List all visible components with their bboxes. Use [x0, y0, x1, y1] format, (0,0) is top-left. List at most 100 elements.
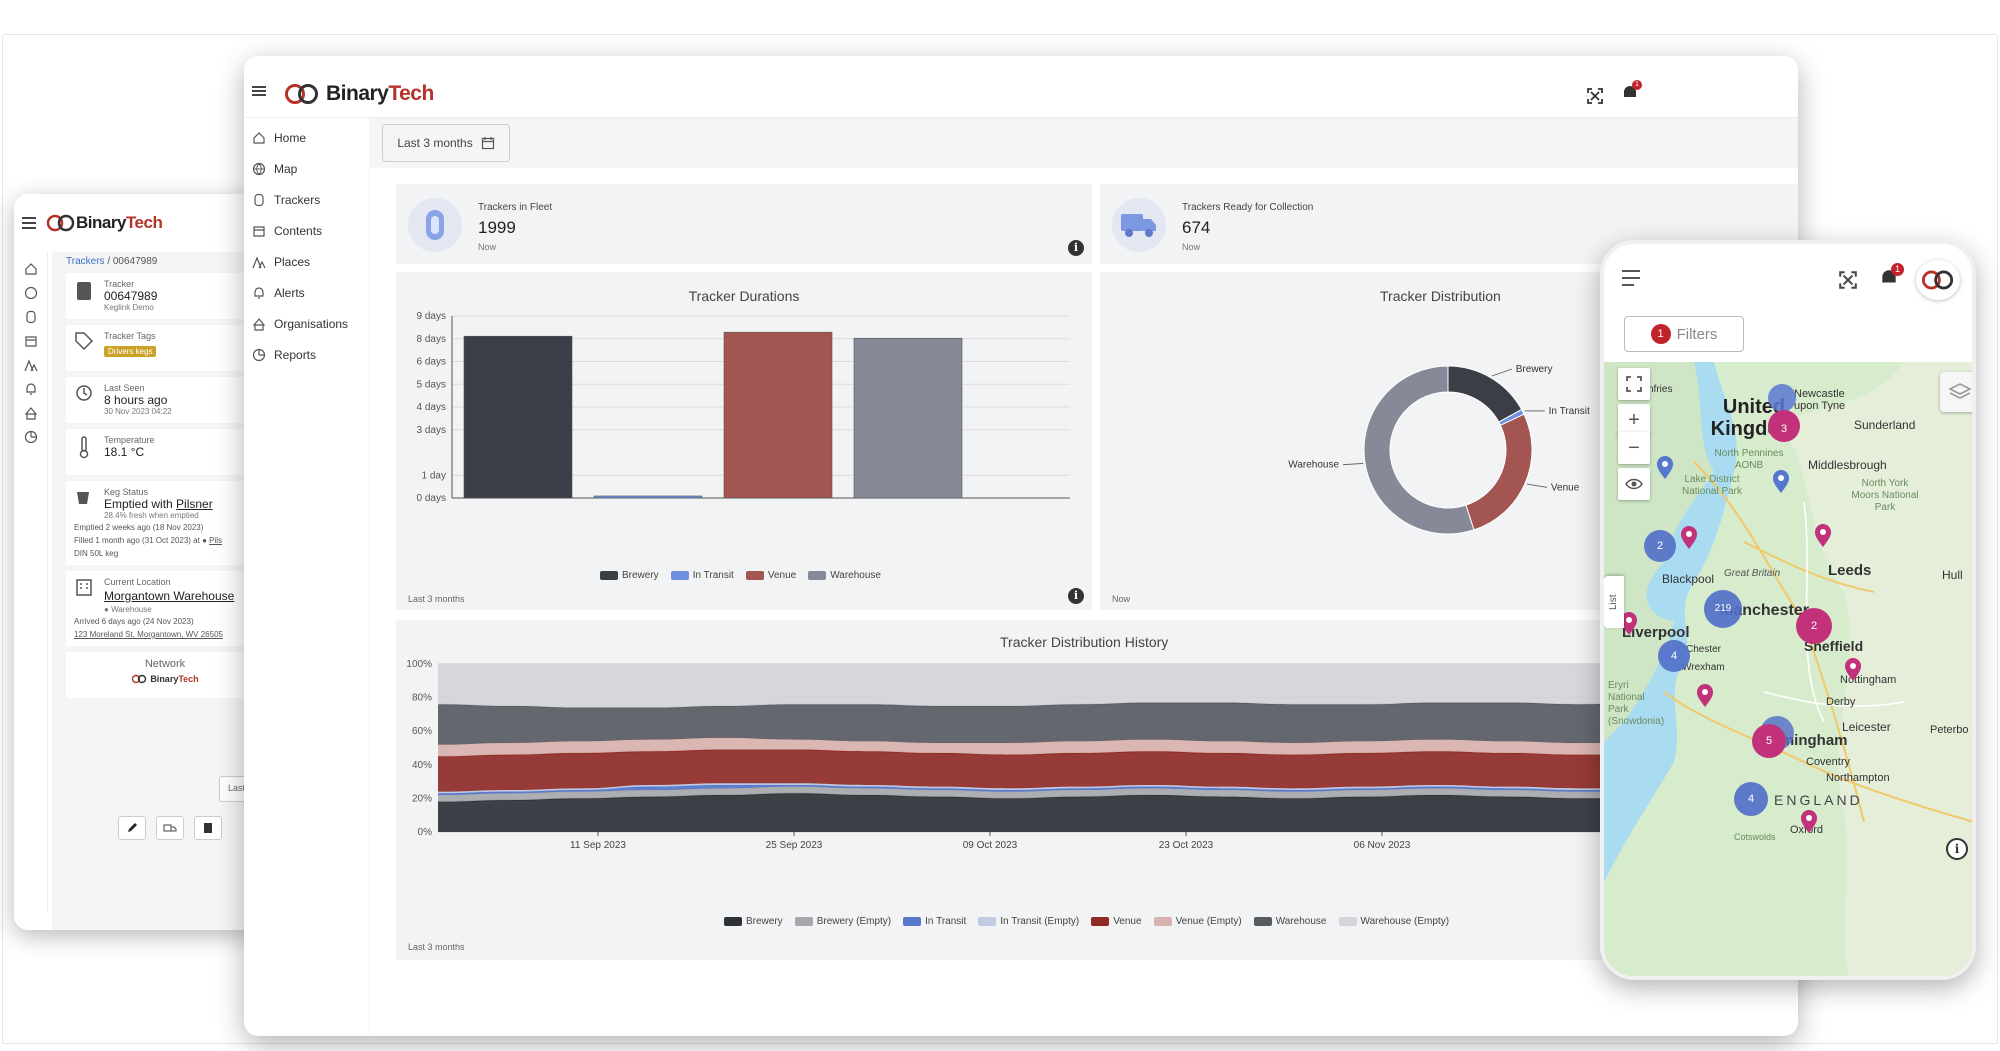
scan-icon[interactable] [1838, 270, 1858, 290]
legend-item[interactable]: Venue [745, 570, 796, 581]
slice-label: Brewery [1516, 364, 1553, 375]
map-pin-icon[interactable] [1620, 612, 1638, 636]
legend-label: In Transit (Empty) [1000, 916, 1080, 927]
map-pin-icon[interactable] [1814, 524, 1832, 548]
legend-item[interactable]: Venue (Empty) [1153, 916, 1242, 927]
slice-label: Venue [1551, 482, 1580, 493]
legend-item[interactable]: In Transit (Empty) [978, 916, 1079, 927]
notifications[interactable]: 1 [1880, 263, 1904, 293]
legend-item[interactable]: Brewery (Empty) [794, 916, 891, 927]
map-pin-icon[interactable] [1844, 658, 1862, 682]
info-icon[interactable]: i [1068, 588, 1084, 604]
alerts-icon[interactable] [24, 382, 38, 396]
brand-logo-icon [1921, 270, 1954, 290]
nav-organisations[interactable]: Organisations [244, 308, 369, 339]
map-cluster[interactable] [1768, 384, 1796, 412]
brand-logo-button[interactable] [1916, 260, 1960, 300]
nav-alerts[interactable]: Alerts [244, 277, 369, 308]
notifications[interactable]: 1 [1622, 80, 1642, 107]
legend-item[interactable]: Brewery [724, 916, 783, 927]
map-label: Wrexham [1682, 662, 1725, 673]
edit-button[interactable] [118, 816, 146, 840]
map-cluster[interactable]: 5 [1752, 724, 1786, 758]
map-label: Eryri National Park (Snowdonia) [1608, 680, 1665, 727]
map-pin-icon[interactable] [1656, 456, 1674, 480]
map-cluster[interactable]: 2 [1644, 530, 1676, 562]
fullscreen-icon [1626, 376, 1642, 392]
contents-icon [253, 225, 265, 237]
home-icon[interactable] [24, 262, 38, 276]
nav-home[interactable]: Home [244, 122, 369, 153]
tracker-tag[interactable]: Drivers kegs [104, 346, 157, 357]
tags-card: Tracker Tags Drivers kegs [66, 325, 264, 371]
contents-icon[interactable] [24, 334, 38, 348]
nav-contents[interactable]: Contents [244, 215, 369, 246]
map-cluster[interactable]: 3 [1768, 410, 1800, 442]
brand-logo-icon [285, 84, 318, 104]
legend-swatch [600, 571, 618, 580]
map-pin-icon[interactable] [1772, 470, 1790, 494]
map-cluster[interactable]: 4 [1658, 640, 1690, 672]
map-cluster[interactable]: 4 [1734, 782, 1768, 816]
sidebar: Home Map Trackers Contents Places Alerts… [244, 118, 369, 1036]
leader-line [1526, 483, 1547, 488]
map-cluster[interactable]: 2 [1796, 608, 1832, 644]
keg-contents-link[interactable]: Pilsner [176, 497, 213, 511]
organisations-icon[interactable] [24, 406, 38, 420]
legend-item[interactable]: Warehouse (Empty) [1338, 916, 1449, 927]
legend-swatch [808, 571, 827, 580]
tag-icon [75, 332, 94, 351]
nav-trackers[interactable]: Trackers [244, 184, 369, 215]
legend-item[interactable]: Venue [1091, 916, 1142, 927]
durations-chart: 0 days 1 day 3 days 4 days 5 days 6 days 8 day… [417, 311, 1070, 504]
layers-button[interactable] [1940, 372, 1972, 412]
y-tick-label: 6 days [417, 357, 446, 368]
date-range-picker[interactable]: Last 3 months [382, 124, 510, 162]
filters-button[interactable]: 1 Filters [1624, 316, 1744, 352]
legend-swatch [1091, 917, 1110, 926]
nav-map[interactable]: Map [244, 153, 369, 184]
menu-icon[interactable] [1622, 270, 1640, 286]
x-tick-label: 11 Sep 2023 [570, 840, 626, 851]
more-button[interactable] [194, 816, 222, 840]
list-toggle[interactable]: List [1604, 576, 1624, 628]
map-label: Middlesbrough [1808, 458, 1887, 472]
reports-icon[interactable] [24, 430, 38, 444]
legend-label: In Transit [925, 916, 967, 927]
x-tick-label: 25 Sep 2023 [766, 840, 823, 851]
scan-icon[interactable] [1586, 87, 1604, 105]
hamburger-icon[interactable] [22, 217, 36, 229]
info-icon[interactable]: i [1068, 240, 1084, 256]
map-icon[interactable] [24, 286, 38, 300]
menu-icon[interactable] [252, 86, 266, 96]
tracker-card: Tracker 00647989 Keglink Demo [66, 273, 264, 319]
distribution-chart: Brewery In Transit Venue Warehouse [1288, 364, 1590, 535]
brand-logo-icon [46, 214, 75, 232]
map-pin-icon[interactable] [1800, 810, 1818, 834]
visibility-button[interactable] [1618, 468, 1650, 500]
map-pin-icon[interactable] [1680, 526, 1698, 550]
legend-item[interactable]: In Transit [670, 570, 734, 581]
document-icon [204, 823, 212, 833]
places-icon [252, 255, 266, 268]
collect-button[interactable] [156, 816, 184, 840]
map-cluster[interactable]: 219 [1704, 590, 1742, 628]
map-info-button[interactable]: i [1946, 838, 1968, 860]
zoom-in-button[interactable]: + [1618, 404, 1650, 436]
legend-item[interactable]: In Transit [903, 916, 966, 927]
map[interactable]: United Kingdom Newcastle upon Tyne Sunde… [1604, 362, 1972, 976]
legend-item[interactable]: Warehouse [1253, 916, 1327, 927]
breadcrumb-link[interactable]: Trackers [66, 256, 105, 267]
nav-reports[interactable]: Reports [244, 339, 369, 370]
map-pin-icon[interactable] [1696, 684, 1714, 708]
location-link[interactable]: Morgantown Warehouse [104, 589, 235, 603]
legend-item[interactable]: Brewery [600, 570, 659, 581]
tracker-icon[interactable] [24, 310, 38, 324]
zoom-out-button[interactable]: − [1618, 432, 1650, 464]
fullscreen-button[interactable] [1618, 368, 1650, 400]
legend-item[interactable]: Warehouse [808, 570, 881, 581]
tablet-actions [118, 816, 222, 840]
places-icon[interactable] [23, 358, 38, 372]
truck-icon [1112, 198, 1166, 252]
nav-places[interactable]: Places [244, 246, 369, 277]
